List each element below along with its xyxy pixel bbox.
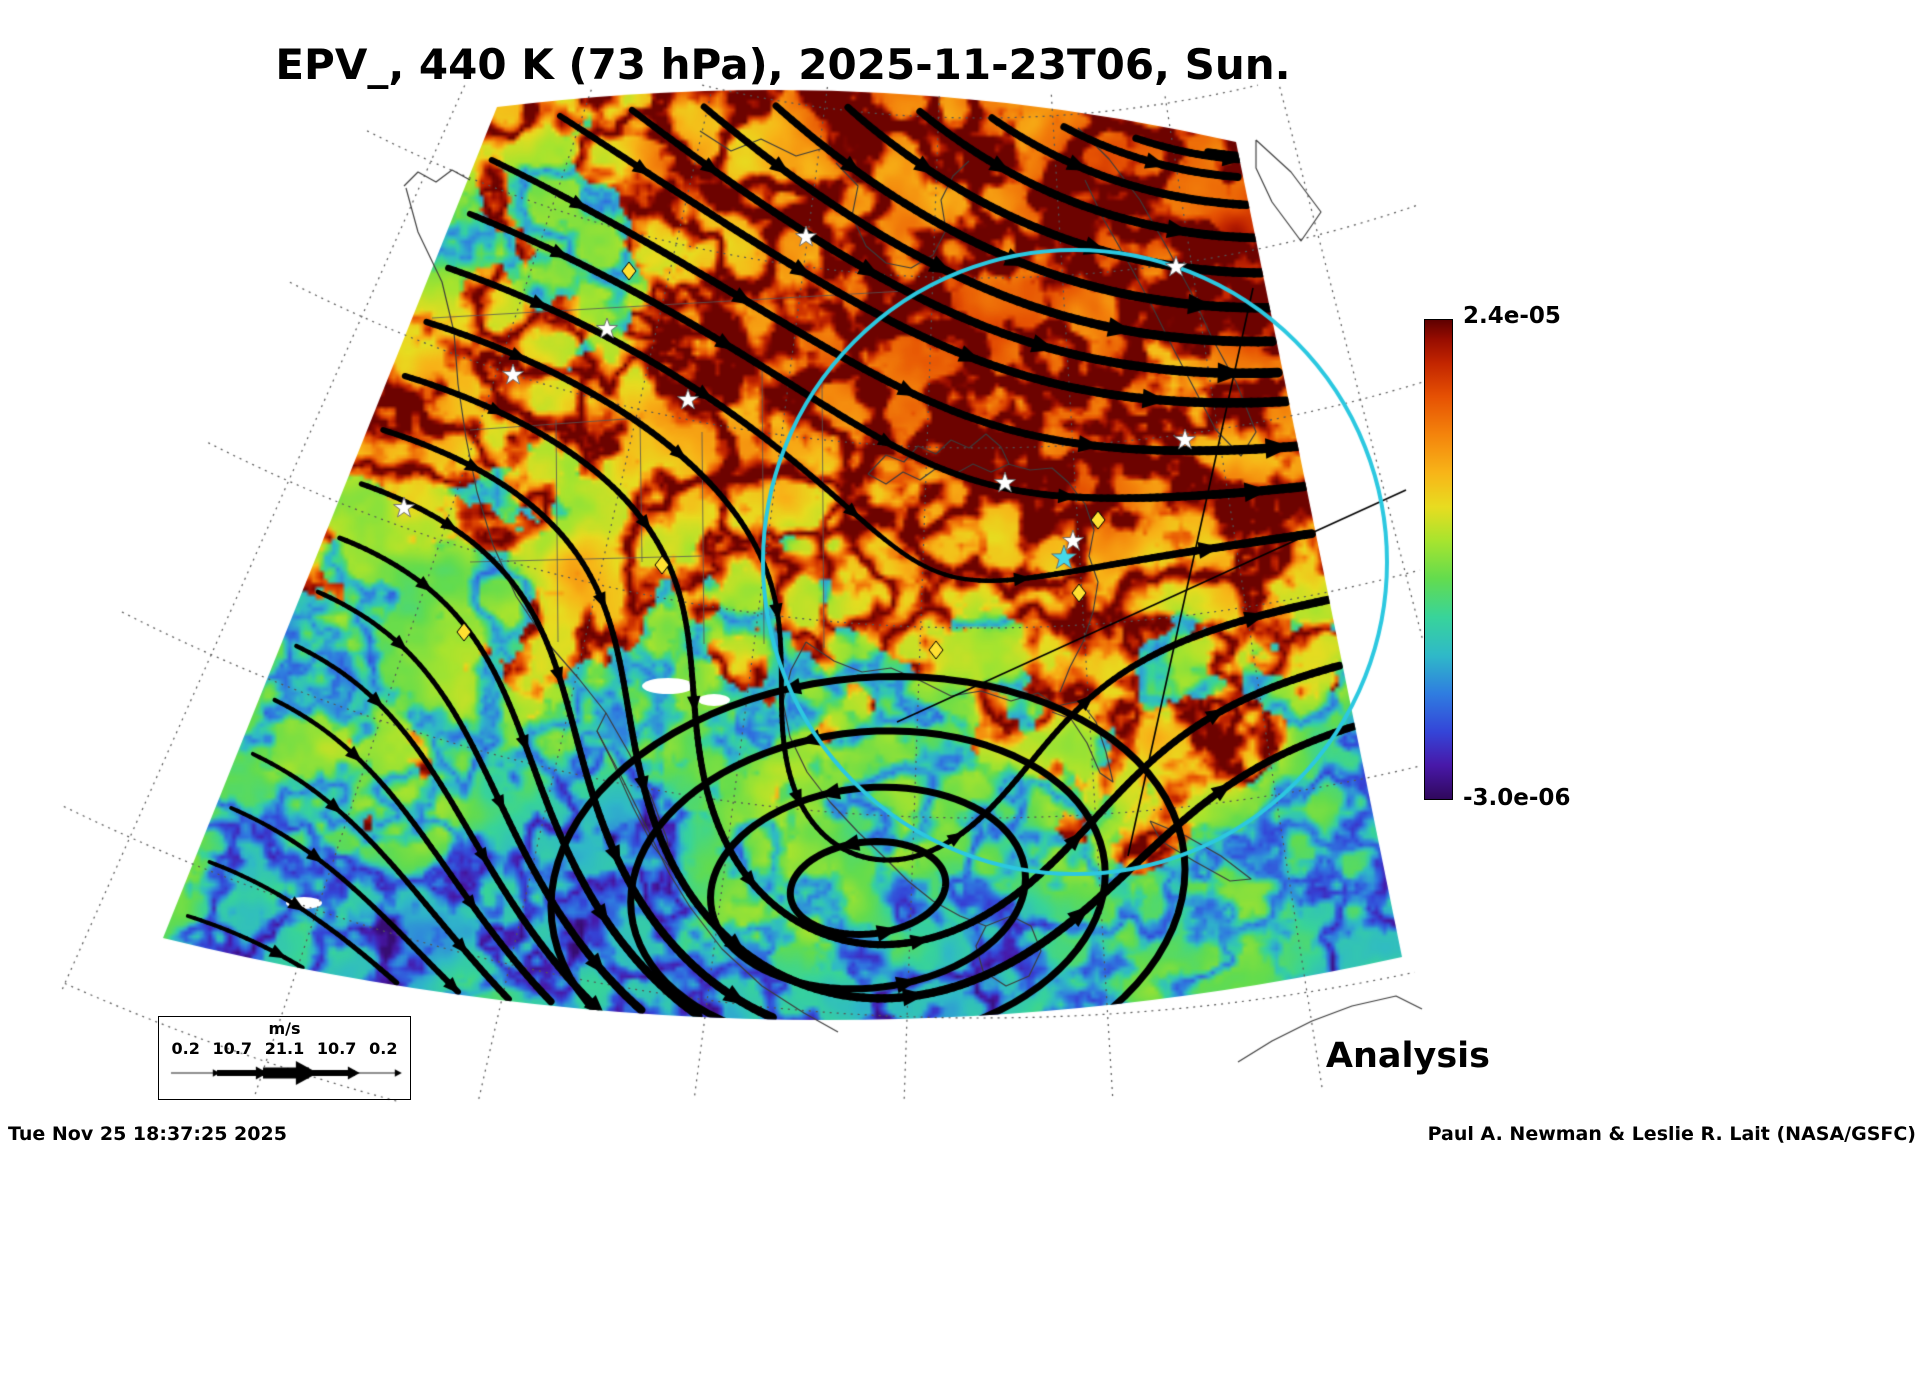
legend-speed-label: 10.7	[316, 1039, 357, 1059]
legend-speed-labels: 0.2 10.7 21.1 10.7 0.2	[172, 1039, 398, 1058]
colorbar-max-label: 2.4e-05	[1463, 303, 1561, 329]
legend-speed-label: 0.2	[369, 1039, 398, 1059]
wind-speed-legend: m/s 0.2 10.7 21.1 10.7 0.2	[158, 1016, 411, 1100]
legend-units-label: m/s	[268, 1019, 301, 1038]
legend-arrow-scale	[164, 1058, 405, 1089]
colorbar-gradient	[1425, 320, 1452, 799]
analysis-label: Analysis	[1325, 1036, 1490, 1076]
legend-speed-label: 10.7	[212, 1039, 253, 1059]
colorbar	[1424, 319, 1453, 800]
timestamp-label: Tue Nov 25 18:37:25 2025	[8, 1123, 287, 1145]
credit-label: Paul A. Newman & Leslie R. Lait (NASA/GS…	[1427, 1123, 1916, 1145]
colorbar-min-label: -3.0e-06	[1463, 785, 1571, 811]
legend-speed-label: 0.2	[171, 1039, 200, 1059]
legend-speed-label: 21.1	[264, 1039, 305, 1059]
